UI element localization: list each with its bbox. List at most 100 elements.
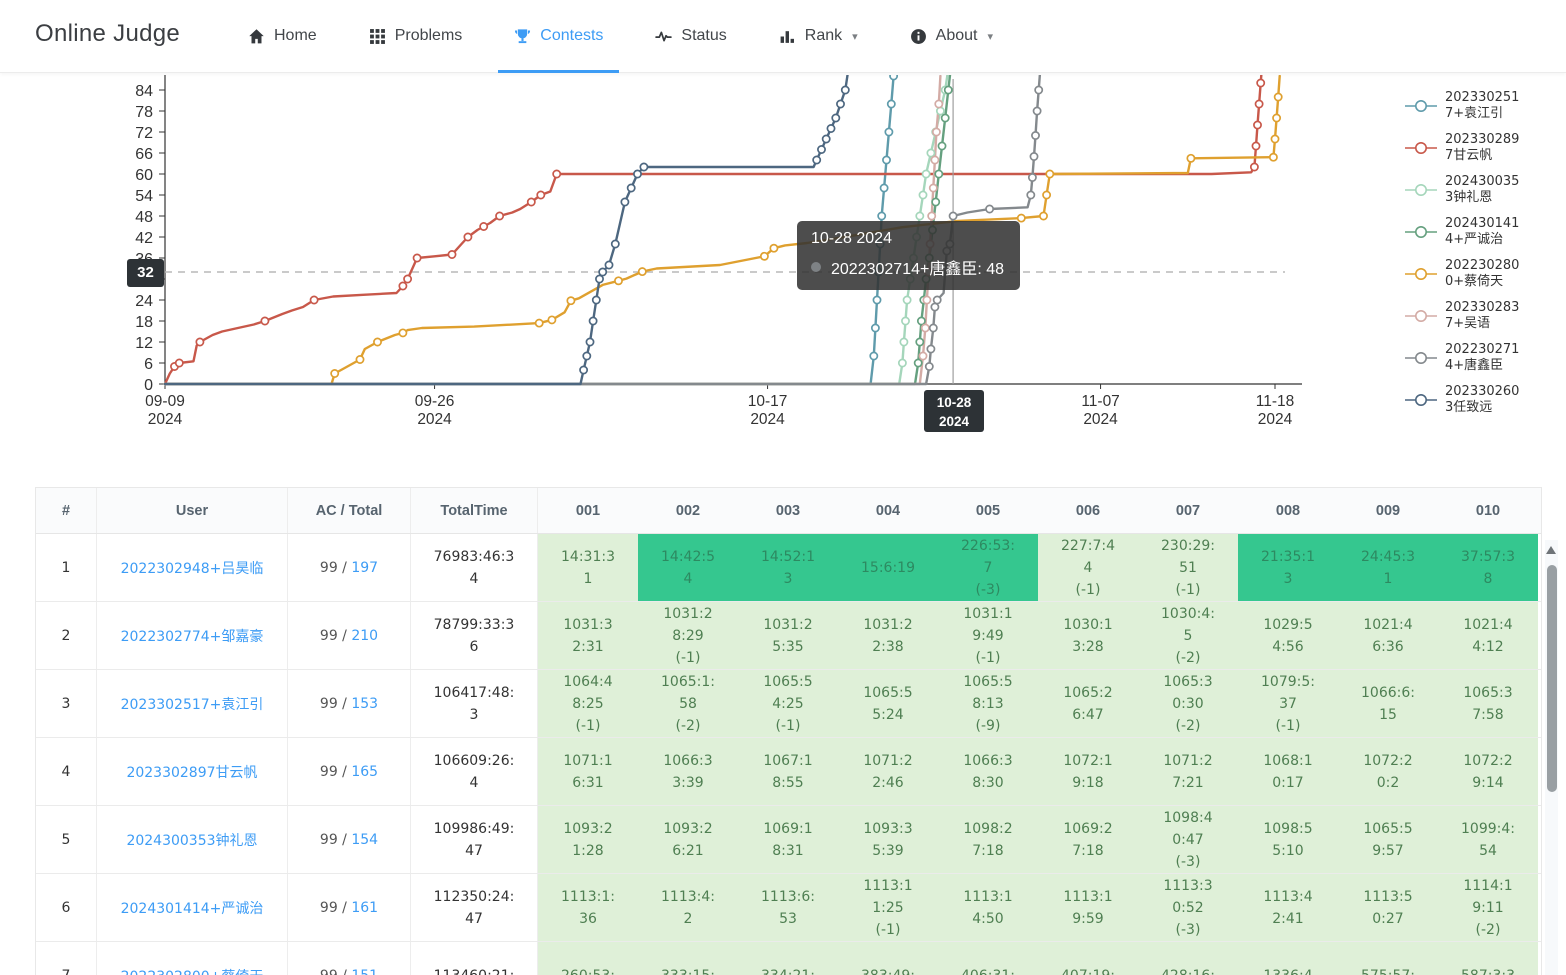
table-body: 1 2022302948+吕昊临 99 / 197 76983:46:34 14:31:… [36,534,1541,975]
svg-text:0: 0 [144,377,153,394]
problem-result-cell-002: 1093:26:21 [638,806,738,873]
legend-line-marker-icon [1405,184,1437,196]
user-cell: 2024301414+严诚治 [97,874,288,941]
legend-item[interactable]: 2024301414+严诚治 [1405,211,1525,253]
svg-text:48: 48 [135,209,153,226]
problem-result-cell-002: 1066:33:39 [638,738,738,805]
total-time-value: 109986:49:47 [433,820,515,859]
nav-item-rank[interactable]: Rank ▾ [753,0,884,72]
user-link[interactable]: 2022302948+吕昊临 [120,560,264,577]
legend-item[interactable]: 2022302800+蔡倚天 [1405,253,1525,295]
total-submissions-link[interactable]: 151 [351,968,378,975]
column-header-004: 004 [875,502,901,519]
ac-total-cell: 99 / 165 [288,738,411,805]
user-link[interactable]: 2022302800+蔡倚天 [121,966,264,975]
column-header-totaltime: TotalTime [411,488,538,533]
nav-item-problems[interactable]: Problems [343,0,489,72]
home-icon [248,28,265,45]
total-submissions-link[interactable]: 197 [351,559,379,576]
problem-result-cell-010: 1072:29:14 [1438,738,1538,805]
nav-item-status[interactable]: Status [629,0,752,72]
legend-label: 2023302517+袁江引 [1445,90,1520,121]
rank-cell: 7 [36,942,97,975]
scroll-up-arrow-icon[interactable] [1546,546,1556,554]
table-scrollbar[interactable] [1545,540,1558,975]
total-submissions-link[interactable]: 154 [351,831,379,848]
problem-result-cell-003: 14:52:13 [738,534,838,601]
rank-cell: 2 [36,602,97,669]
ac-total-cell: 99 / 210 [288,602,411,669]
legend-item[interactable]: 2023302517+袁江引 [1405,85,1525,127]
legend-line-marker-icon [1405,226,1437,238]
legend-item[interactable]: 2023302603任致远 [1405,379,1525,421]
ac-count: 99 / [319,559,352,576]
user-link[interactable]: 2024301414+严诚治 [120,900,264,917]
ac-count: 99 / [319,831,352,848]
ac-count: 99 / [319,899,352,916]
user-link[interactable]: 2023302897甘云帆 [126,764,258,781]
column-header-ac-total: AC / Total [288,488,411,533]
problem-result-cell-008: 1336:4 [1238,942,1338,975]
problem-result-cell-007: 1098:40:47 (-3) [1138,806,1238,873]
column-header-008: 008 [1275,502,1301,519]
scrollbar-thumb[interactable] [1546,565,1557,792]
problem-result-cell-001: 260:53: [538,942,638,975]
legend-item[interactable]: 2023302837+吴语 [1405,295,1525,337]
user-link[interactable]: 2024300353钟礼恩 [126,832,258,849]
total-submissions-link[interactable]: 153 [351,695,379,712]
x-axis-label: 09-26 2024 [414,393,455,428]
ac-count: 99 / [320,968,351,975]
svg-text:66: 66 [135,146,153,163]
problem-result-cell-005: 226:53:7 (-3) [938,534,1038,601]
problem-result-cell-004: 15:6:19 [838,534,938,601]
problem-result-cell-001: 1071:16:31 [538,738,638,805]
problem-result-cell-005: 406:31: [938,942,1038,975]
column-header-001: 001 [575,502,601,519]
svg-text:72: 72 [135,125,153,142]
legend-line-marker-icon [1405,394,1437,406]
problem-result-cell-003: 1067:18:55 [738,738,838,805]
legend-item[interactable]: 2023302897甘云帆 [1405,127,1525,169]
user-cell: 2022302800+蔡倚天 [97,942,288,975]
legend-label: 2022302800+蔡倚天 [1445,258,1520,289]
problem-result-cell-002: 1113:4:2 [638,874,738,941]
nav-item-about[interactable]: About ▾ [884,0,1019,72]
chevron-down-icon: ▾ [987,30,993,43]
svg-text:60: 60 [135,167,153,184]
hover-date: 10-28 [936,395,972,410]
user-link[interactable]: 2023302517+袁江引 [120,696,264,713]
total-submissions-link[interactable]: 161 [351,899,379,916]
legend-item[interactable]: 2024300353钟礼恩 [1405,169,1525,211]
chevron-down-icon: ▾ [852,30,858,43]
problem-result-cell-006: 407:19: [1038,942,1138,975]
user-cell: 2023302897甘云帆 [97,738,288,805]
problem-result-cell-004: 1071:22:46 [838,738,938,805]
total-submissions-link[interactable]: 165 [351,763,379,780]
ac-total-cell: 99 / 153 [288,670,411,737]
user-link[interactable]: 2022302774+邹嘉豪 [120,628,264,645]
total-time-cell: 112350:24:47 [411,874,538,941]
pulse-icon [655,28,673,45]
user-cell: 2022302774+邹嘉豪 [97,602,288,669]
problem-result-cell-010: 1099:4:54 [1438,806,1538,873]
series-dot-icon [811,262,821,272]
problem-result-cell-010: 1021:44:12 [1438,602,1538,669]
nav-item-label: Contests [540,27,604,44]
legend-item[interactable]: 2022302714+唐鑫臣 [1405,337,1525,379]
total-submissions-link[interactable]: 210 [351,627,379,644]
nav-item-label: Rank [804,27,843,44]
ac-total-cell: 99 / 151 [288,942,411,975]
standings-table: # User AC / Total TotalTime 001 002 003 004 005 0… [35,487,1542,975]
svg-text:78: 78 [135,104,153,121]
problem-result-cell-006: 1065:26:47 [1038,670,1138,737]
problem-result-cell-004: 1113:11:25 (-1) [838,874,938,941]
ac-count: 99 / [319,695,352,712]
problem-result-cell-007: 428:16: [1138,942,1238,975]
problem-result-cell-001: 1113:1:36 [538,874,638,941]
nav-item-home[interactable]: Home [222,0,343,72]
total-time-cell: 76983:46:34 [411,534,538,601]
problem-result-cell-003: 1113:6:53 [738,874,838,941]
svg-text:84: 84 [135,83,153,100]
nav-item-contests[interactable]: Contests [488,0,629,73]
grid-icon [369,28,386,45]
